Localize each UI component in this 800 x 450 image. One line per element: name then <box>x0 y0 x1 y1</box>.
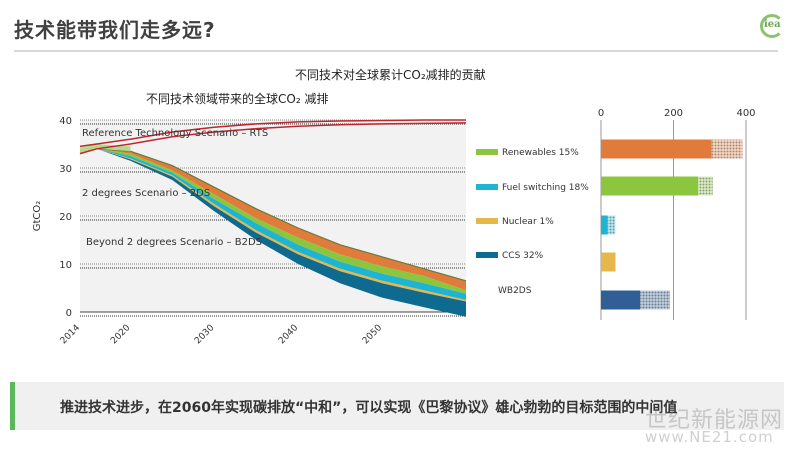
y-tick-label: 40 <box>59 116 72 127</box>
legend-swatch <box>476 149 498 155</box>
line-rts <box>79 122 467 155</box>
legend-label: Renewables 15% <box>502 148 579 158</box>
bar-chart-title: 不同技术对全球累计CO₂减排的贡献 <box>295 68 486 82</box>
y-tick-label: 20 <box>59 212 72 223</box>
legend-label: CCS 32% <box>502 251 544 261</box>
legend-label: WB2DS <box>498 286 532 296</box>
line-rts-upper <box>79 119 466 148</box>
callout-accent-bar <box>10 382 15 430</box>
x-tick-label: 2014 <box>59 323 82 346</box>
bar-x-tick-label: 0 <box>598 108 604 119</box>
bar-x-tick-label: 200 <box>664 108 683 119</box>
x-tick-label: 2040 <box>277 323 300 346</box>
legend-label: Fuel switching 18% <box>502 183 589 193</box>
area-chart-title: 不同技术领域带来的全球CO₂ 减排 <box>146 92 329 106</box>
scenario-annotation: Reference Technology Scenario – RTS <box>82 128 268 139</box>
bar-hatched-group <box>607 215 616 235</box>
band-ccs <box>80 148 466 317</box>
bar-hatched-group <box>698 176 713 196</box>
x-tick-label: 2020 <box>109 323 132 346</box>
iea-logo: iea <box>760 14 784 38</box>
bar-solid <box>601 215 608 235</box>
legend-swatch <box>476 218 498 224</box>
watermark-name: 世纪新能源网 <box>645 408 784 433</box>
y-tick-label: 0 <box>66 308 72 319</box>
y-axis-label: GtCO₂ <box>32 201 43 232</box>
scenario-annotation: 2 degrees Scenario – 2DS <box>82 188 210 199</box>
bar-hatched <box>711 139 743 159</box>
bar-hatched-group <box>711 139 743 159</box>
x-tick-label: 2050 <box>361 323 384 346</box>
legend-swatch <box>476 252 498 258</box>
legend-label: Nuclear 1% <box>502 217 554 227</box>
y-tick-label: 30 <box>59 164 72 175</box>
bar-solid <box>601 290 641 310</box>
bar-solid <box>601 139 712 159</box>
bar-hatched <box>698 176 713 196</box>
band-efficiency <box>80 148 466 291</box>
bar-hatched-group <box>640 290 670 310</box>
watermark-url: www.NE21.com <box>645 428 774 446</box>
scenario-annotation: Beyond 2 degrees Scenario – B2DS <box>86 237 262 248</box>
title-divider-right <box>388 50 778 52</box>
x-tick-label: 2030 <box>193 323 216 346</box>
band-renewables <box>80 148 466 294</box>
title-divider <box>14 50 388 52</box>
iea-logo-text: iea <box>764 19 781 30</box>
conclusion-callout: 推进技术进步，在2060年实现碳排放“中和”，可以实现《巴黎协议》雄心勃勃的目标… <box>10 382 784 430</box>
bar-hatched <box>640 290 670 310</box>
bar-solid <box>601 252 616 272</box>
legend-swatch <box>476 184 498 190</box>
page-title: 技术能带我们走多远? <box>14 18 216 42</box>
band-fuel-switching <box>80 148 466 300</box>
callout-text: 推进技术进步，在2060年实现碳排放“中和”，可以实现《巴黎协议》雄心勃勃的目标… <box>60 400 678 416</box>
bar-hatched <box>607 215 616 235</box>
bar-chart: 0 200 400 Renewables 15% Fuel switching 18% N… <box>476 108 756 320</box>
bar-solid <box>601 176 699 196</box>
bar-x-tick-label: 400 <box>736 108 755 119</box>
y-tick-label: 10 <box>59 260 72 271</box>
